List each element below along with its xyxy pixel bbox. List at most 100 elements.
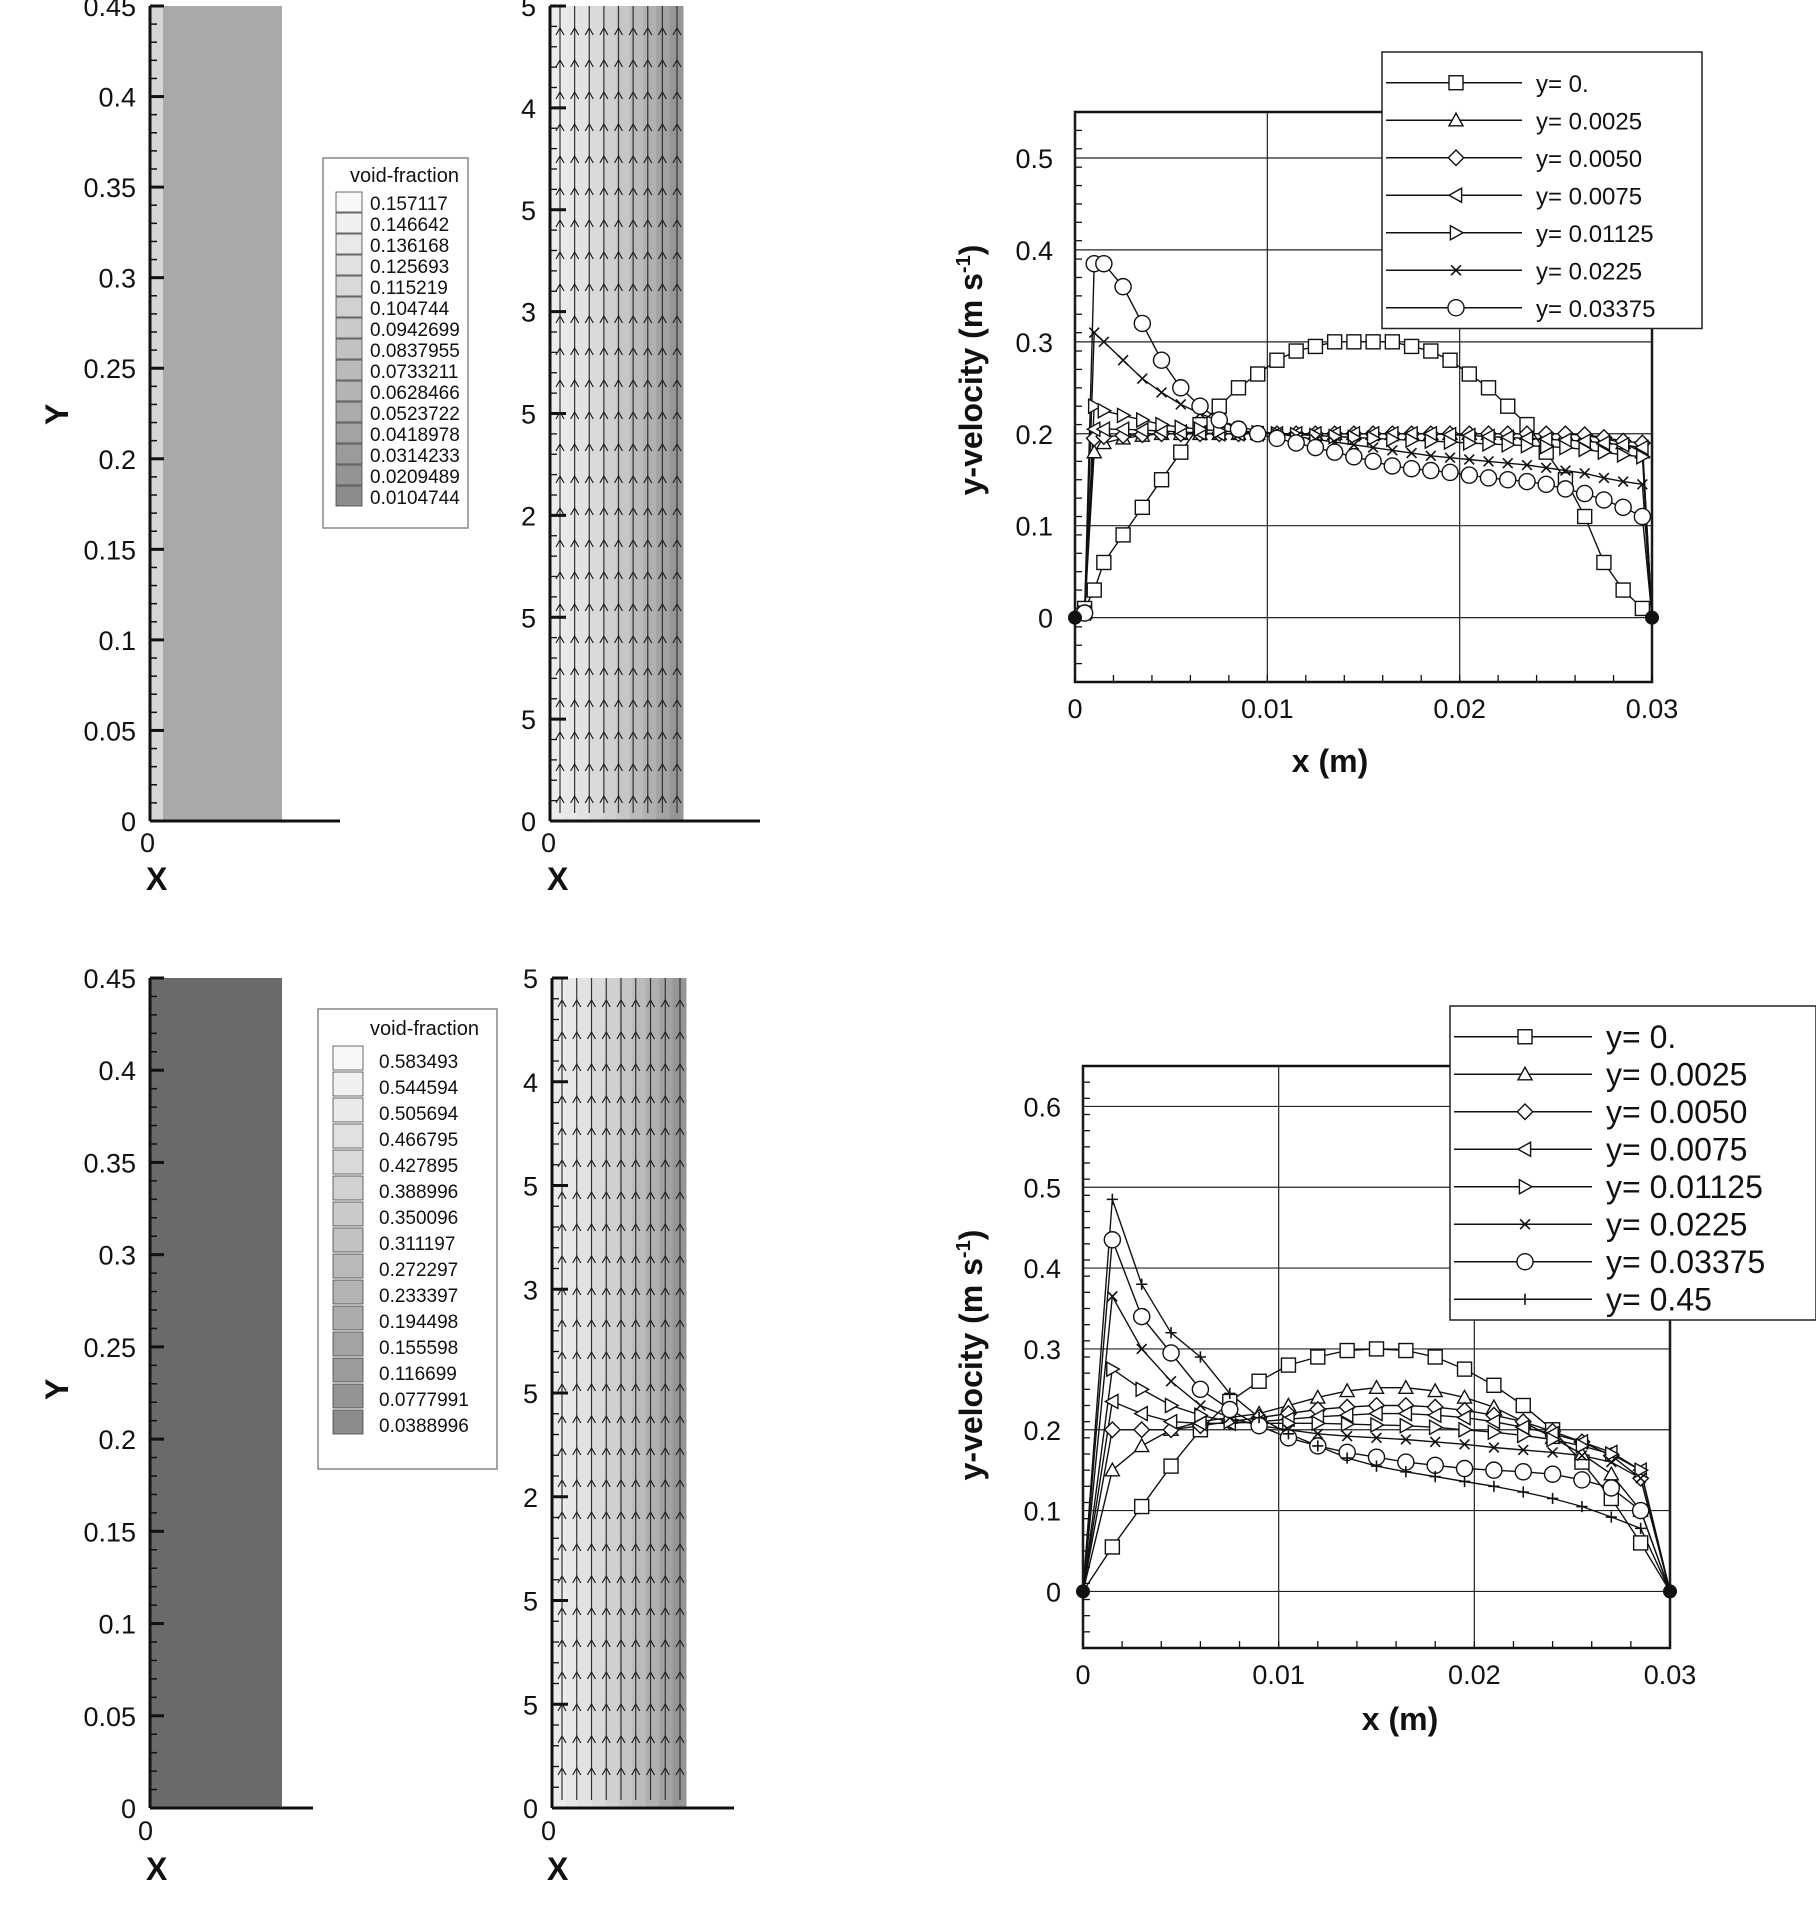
- vector-arrowhead: [645, 1606, 656, 1616]
- vector-arrowhead: [557, 1766, 567, 1776]
- vector-arrowhead: [672, 506, 682, 516]
- data-point-circle: [1306, 438, 1325, 457]
- data-point-triangle-right: [1370, 1416, 1385, 1434]
- data-point-triangle-right: [1116, 407, 1132, 424]
- colorbar-level-label: 0.0388996: [379, 1416, 469, 1437]
- legend-label: y= 0.: [1606, 1019, 1676, 1055]
- data-point-x: [1576, 1450, 1588, 1462]
- vector-arrowhead: [584, 26, 594, 36]
- vector-arrowhead: [572, 1030, 582, 1040]
- vector-y-tick-label: 5: [523, 1690, 538, 1720]
- data-point-square: [1576, 508, 1593, 525]
- vector-arrowhead: [570, 122, 580, 132]
- data-point-plus: [1488, 1480, 1500, 1492]
- data-point-x: [1312, 1428, 1324, 1440]
- vector-arrowhead: [557, 1382, 567, 1392]
- vector-arrowhead: [631, 1510, 641, 1520]
- legend-label: y= 0.0075: [1536, 183, 1642, 210]
- vector-arrowhead: [586, 1222, 597, 1232]
- vector-arrowhead: [628, 122, 638, 132]
- vector-arrowhead: [643, 634, 653, 644]
- contour-band: [592, 978, 607, 1808]
- vector-arrowhead: [660, 1702, 670, 1712]
- vector-arrowhead: [616, 1062, 626, 1072]
- data-point-square: [1634, 600, 1651, 617]
- data-point-circle: [1191, 397, 1209, 415]
- vector-arrowhead: [645, 1638, 656, 1648]
- data-point-circle: [1345, 448, 1363, 466]
- top-chart-ylabel-close: ): [953, 245, 989, 256]
- vector-arrowhead: [631, 1030, 641, 1040]
- vector-arrowhead: [601, 1638, 611, 1648]
- vector-arrowhead: [645, 1382, 656, 1392]
- vector-arrowhead: [631, 1286, 641, 1296]
- contour-band: [576, 6, 591, 821]
- bottom-velocity-chart: 0 0.01 0.02 0.03 0 0.1 0.2 0.3 0.4 0.5 0.6 x (m) y…: [953, 1005, 1816, 1737]
- vector-arrowhead: [657, 378, 667, 388]
- vector-arrowhead: [631, 1062, 641, 1072]
- bottom-vector-x-tick-0: 0: [541, 1816, 556, 1846]
- data-point-circle: [1498, 470, 1517, 489]
- data-point-circle: [1631, 1501, 1650, 1520]
- vector-arrowhead: [555, 378, 565, 388]
- data-point-triangle-right: [1616, 446, 1632, 464]
- vector-arrowhead: [613, 794, 624, 804]
- vector-y-tick-label: 5: [521, 705, 536, 735]
- vector-arrowhead: [643, 730, 653, 740]
- data-point-triangle-right: [1399, 1417, 1415, 1434]
- vector-y-tick-label: 5: [523, 964, 538, 994]
- data-point-triangle-left: [1368, 1405, 1383, 1422]
- data-point-circle: [1287, 434, 1305, 452]
- vector-arrowhead: [599, 794, 609, 804]
- vector-arrowhead: [613, 250, 624, 260]
- vector-arrowhead: [675, 1574, 685, 1584]
- vector-arrowhead: [657, 122, 667, 132]
- vector-arrowhead: [628, 442, 638, 452]
- y-tick-label: 0.1: [1015, 512, 1053, 542]
- data-point-triangle-right: [1449, 224, 1465, 241]
- vector-arrowhead: [584, 58, 594, 68]
- vector-arrowhead: [557, 1126, 567, 1136]
- vector-arrowhead: [631, 1670, 641, 1680]
- vector-arrowhead: [660, 1382, 670, 1392]
- data-point-triangle-right: [1155, 416, 1170, 433]
- data-point-circle: [1518, 472, 1536, 491]
- vector-arrowhead: [628, 602, 638, 612]
- vector-arrowhead: [628, 154, 638, 164]
- contour-band: [578, 978, 593, 1808]
- vector-arrowhead: [599, 442, 609, 452]
- colorbar-swatch: [332, 1253, 364, 1279]
- data-point-square: [1615, 582, 1631, 598]
- data-point-triangle-right: [1366, 430, 1382, 447]
- vector-arrowhead: [570, 90, 580, 100]
- vector-arrowhead: [672, 570, 682, 580]
- vector-arrowhead: [570, 410, 580, 420]
- vector-arrowhead: [645, 1222, 656, 1232]
- vector-arrowhead: [586, 1510, 597, 1520]
- vector-arrowhead: [672, 538, 682, 548]
- data-point-circle: [1132, 1307, 1151, 1326]
- data-point-triangle-right: [1428, 1419, 1444, 1436]
- vector-arrowhead: [675, 1734, 685, 1744]
- top-vector-x-label: X: [547, 861, 569, 897]
- vector-arrowhead: [599, 250, 609, 260]
- vector-arrowhead: [572, 1158, 582, 1168]
- vector-arrowhead: [645, 1446, 656, 1456]
- legend-label: y= 0.0050: [1536, 146, 1642, 173]
- vector-arrowhead: [555, 538, 565, 548]
- colorbar-level-label: 0.155598: [379, 1338, 458, 1359]
- vector-arrowhead: [657, 26, 667, 36]
- vector-arrowhead: [672, 442, 682, 452]
- vector-arrowhead: [555, 762, 565, 772]
- vector-arrowhead: [572, 1766, 582, 1776]
- data-point-triangle-right: [1634, 1461, 1650, 1479]
- data-point-triangle-right: [1106, 1360, 1121, 1378]
- vector-arrowhead: [631, 1350, 641, 1360]
- vector-arrowhead: [643, 474, 653, 484]
- vector-arrowhead: [601, 1222, 611, 1232]
- data-point-triangle-right: [1482, 435, 1497, 453]
- data-point-circle: [1103, 1231, 1122, 1249]
- vector-arrowhead: [660, 1606, 670, 1616]
- vector-arrowhead: [601, 1382, 611, 1392]
- vector-arrowhead: [643, 58, 653, 68]
